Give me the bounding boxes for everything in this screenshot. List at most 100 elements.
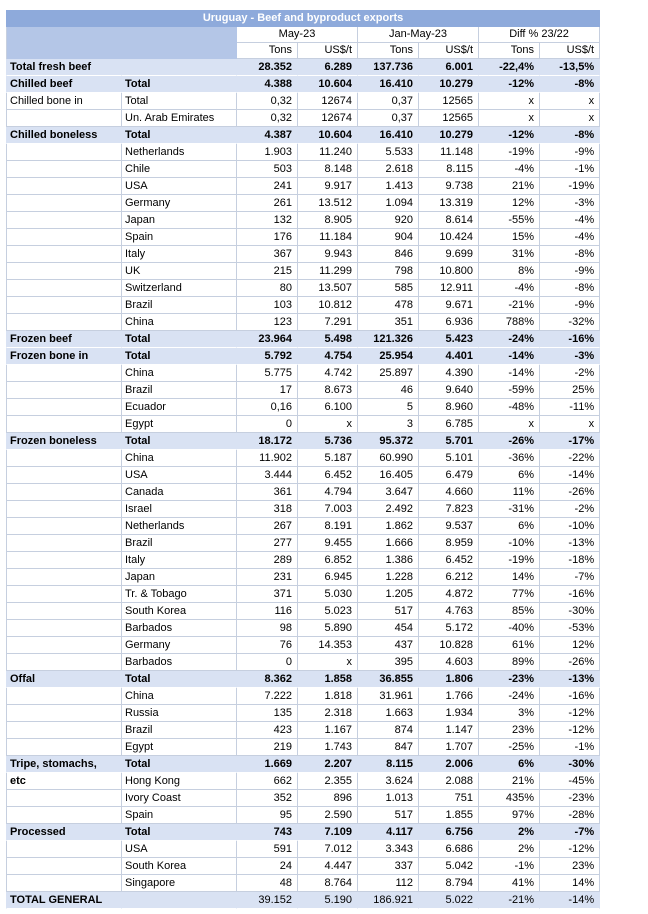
value-cell: 9.699 — [419, 246, 479, 263]
country-cell: China — [122, 365, 237, 382]
value-cell: 4.387 — [237, 127, 298, 144]
value-cell: 798 — [358, 263, 419, 280]
value-cell: 7.823 — [419, 501, 479, 518]
country-cell: Singapore — [122, 875, 237, 892]
value-cell: 1.862 — [358, 518, 419, 535]
value-cell: 41% — [479, 875, 540, 892]
value-cell: 25.897 — [358, 365, 419, 382]
category-cell — [6, 535, 122, 552]
value-cell: -14% — [479, 348, 540, 365]
category-cell — [6, 484, 122, 501]
value-cell: 6.686 — [419, 841, 479, 858]
value-cell: 788% — [479, 314, 540, 331]
value-cell: -24% — [479, 331, 540, 348]
table-row: Ecuador 0,16 6.100 5 8.960 -48% -11% — [6, 399, 601, 416]
table-row: Italy 289 6.852 1.386 6.452 -19% -18% — [6, 552, 601, 569]
value-cell: -10% — [540, 518, 601, 535]
category-cell — [6, 229, 122, 246]
category-cell — [6, 552, 122, 569]
value-cell: 6.479 — [419, 467, 479, 484]
value-cell: 1.413 — [358, 178, 419, 195]
value-cell: -16% — [540, 688, 601, 705]
value-cell: 4.794 — [298, 484, 358, 501]
value-cell: 186.921 — [358, 892, 419, 909]
table-row: Frozen beef Total 23.964 5.498 121.326 5.423-… — [6, 331, 601, 348]
value-cell: 4.388 — [237, 76, 298, 93]
value-cell: 517 — [358, 807, 419, 824]
value-cell: 6.452 — [419, 552, 479, 569]
value-cell: 2.318 — [298, 705, 358, 722]
category-cell — [6, 688, 122, 705]
value-cell: 215 — [237, 263, 298, 280]
category-cell: Offal — [6, 671, 122, 688]
header-tons-3: Tons — [479, 43, 540, 59]
country-cell: Total — [122, 127, 237, 144]
value-cell: 231 — [237, 569, 298, 586]
table-row: Spain 176 11.184 904 10.424 15% -4% — [6, 229, 601, 246]
table-row: USA 3.444 6.452 16.405 6.479 6% -14% — [6, 467, 601, 484]
category-cell: Frozen boneless — [6, 433, 122, 450]
value-cell: 4.754 — [298, 348, 358, 365]
value-cell: 4.742 — [298, 365, 358, 382]
header-corner-block-2 — [6, 43, 237, 59]
value-cell: 5.792 — [237, 348, 298, 365]
value-cell: -9% — [540, 263, 601, 280]
value-cell: 3.647 — [358, 484, 419, 501]
table-row: UK 215 11.299 798 10.800 8% -9% — [6, 263, 601, 280]
value-cell: 23.964 — [237, 331, 298, 348]
country-cell: Total — [122, 671, 237, 688]
value-cell: 7.003 — [298, 501, 358, 518]
value-cell: 3.444 — [237, 467, 298, 484]
table-row: USA 241 9.917 1.413 9.738 21% -19% — [6, 178, 601, 195]
value-cell: 8.614 — [419, 212, 479, 229]
country-cell: Barbados — [122, 654, 237, 671]
category-cell — [6, 195, 122, 212]
category-cell — [6, 807, 122, 824]
category-cell — [6, 705, 122, 722]
value-cell: 12674 — [298, 110, 358, 127]
value-cell: 267 — [237, 518, 298, 535]
value-cell: 2.590 — [298, 807, 358, 824]
value-cell: -14% — [479, 365, 540, 382]
value-cell: 12% — [479, 195, 540, 212]
value-cell: 0,37 — [358, 110, 419, 127]
value-cell: -1% — [479, 858, 540, 875]
value-cell: 219 — [237, 739, 298, 756]
value-cell: 5.890 — [298, 620, 358, 637]
value-cell: -23% — [479, 671, 540, 688]
value-cell: 132 — [237, 212, 298, 229]
country-cell: Germany — [122, 195, 237, 212]
value-cell: -22,4% — [479, 59, 540, 76]
table-row: Japan 132 8.905 920 8.614 -55% -4% — [6, 212, 601, 229]
value-cell: 0,37 — [358, 93, 419, 110]
value-cell: 2.618 — [358, 161, 419, 178]
table-row: Egypt 0 x 3 6.785 x x — [6, 416, 601, 433]
value-cell: 98 — [237, 620, 298, 637]
country-cell: Total — [122, 76, 237, 93]
value-cell: 2.006 — [419, 756, 479, 773]
value-cell: 25.954 — [358, 348, 419, 365]
country-cell: Canada — [122, 484, 237, 501]
category-cell — [6, 603, 122, 620]
value-cell: 97% — [479, 807, 540, 824]
country-cell: Italy — [122, 552, 237, 569]
value-cell: 5.030 — [298, 586, 358, 603]
value-cell: -7% — [540, 569, 601, 586]
country-cell: Netherlands — [122, 518, 237, 535]
value-cell: 7.109 — [298, 824, 358, 841]
table-row: Switzerland 80 13.507 585 12.911 -4% -8% — [6, 280, 601, 297]
country-cell: Spain — [122, 807, 237, 824]
header-usdt-1: US$/t — [298, 43, 358, 59]
data-table: Uruguay - Beef and byproduct exports May… — [6, 10, 601, 909]
category-cell — [6, 246, 122, 263]
table-title: Uruguay - Beef and byproduct exports — [6, 10, 601, 27]
value-cell: -13% — [540, 535, 601, 552]
value-cell: 1.094 — [358, 195, 419, 212]
value-cell: -26% — [540, 484, 601, 501]
value-cell: 135 — [237, 705, 298, 722]
table-row: etc Hong Kong 662 2.355 3.624 2.088 21% -45% — [6, 773, 601, 790]
value-cell: 662 — [237, 773, 298, 790]
value-cell: 14% — [540, 875, 601, 892]
value-cell: 9.943 — [298, 246, 358, 263]
value-cell: 261 — [237, 195, 298, 212]
